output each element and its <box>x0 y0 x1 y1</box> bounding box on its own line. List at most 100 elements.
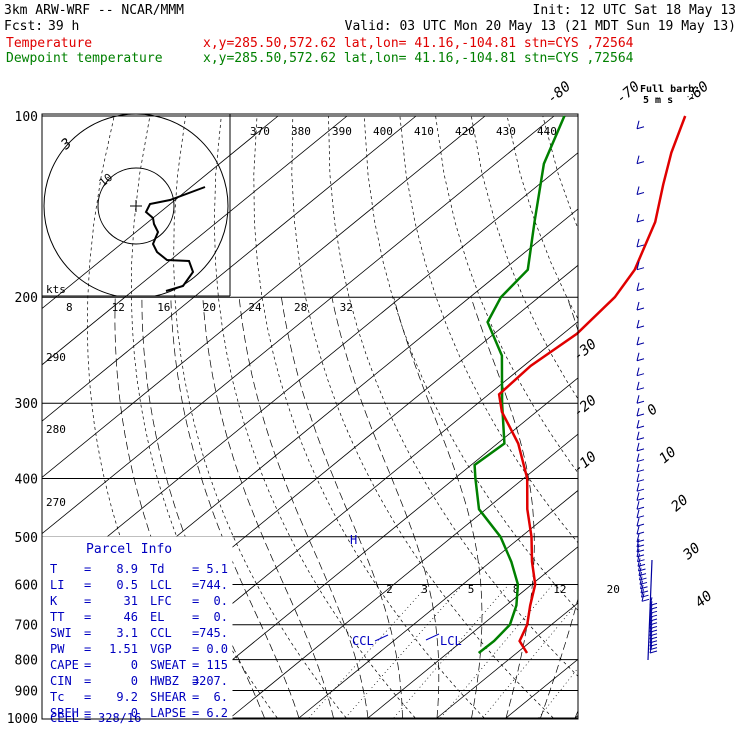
parcel-key-left: Tc <box>50 690 64 704</box>
parcel-equals-right: = <box>192 658 199 672</box>
parcel-key-left: CIN <box>50 674 72 688</box>
parcel-equals-left: = <box>84 610 91 624</box>
wind-barb-flag <box>636 395 640 404</box>
wind-barb-flag <box>636 367 640 376</box>
wind-barb-flag <box>637 558 641 567</box>
moist-adiabat-line <box>574 709 578 719</box>
parcel-equals-left: = <box>84 706 91 720</box>
wind-barb-flag <box>636 431 640 440</box>
theta-label-top: 390 <box>332 125 352 138</box>
wind-barb-staff <box>636 413 645 417</box>
theta-labels: 370 380 390 400 410 420 430 440 290 280 270 <box>46 125 557 509</box>
hodograph-speed-label: 20 <box>203 301 216 314</box>
parcel-key-right: LAPSE <box>150 706 186 720</box>
mixing-ratio-line <box>345 584 464 719</box>
wind-barb-staff <box>636 459 645 463</box>
parcel-value-left: 0 <box>131 658 138 672</box>
wind-barb-staff <box>636 469 645 473</box>
wind-barb-flag <box>636 483 640 492</box>
hodograph-unit: kts <box>46 283 66 296</box>
parcel-info-row: SWI = 3.1 CCL = 745. <box>50 626 228 640</box>
parcel-value-left: 9.2 <box>116 690 138 704</box>
dry-adiabat-line <box>173 115 347 719</box>
valid-time: Valid: 03 UTC Mon 20 May 13 (21 MDT Sun … <box>345 19 736 34</box>
wind-barb-staff <box>636 506 645 510</box>
wind-barb-staff <box>640 586 648 590</box>
plot-frame <box>41 113 579 720</box>
wind-barb-staff <box>636 488 645 492</box>
parcel-equals-left: = <box>84 642 91 656</box>
moist-adiabat-line <box>540 297 578 719</box>
isotherm-label-right: 10 <box>656 444 679 467</box>
wind-barb-staff <box>636 307 645 311</box>
dry-adiabat-line <box>291 115 554 719</box>
wind-barb-flag <box>636 336 640 346</box>
parcel-equals-left: = <box>84 562 91 576</box>
parcel-key-right: HWBZ <box>150 674 179 688</box>
wind-barb-flag <box>636 509 640 518</box>
isotherm-line <box>505 658 578 719</box>
parcel-info-title: Parcel Info <box>86 542 172 557</box>
wind-barb-flag <box>636 538 640 548</box>
wind-barb-staff <box>639 577 647 581</box>
wind-barbs <box>636 120 658 661</box>
wind-barb-flag <box>649 627 653 636</box>
wind-barb-flag <box>649 616 653 625</box>
pressure-label: 1000 <box>7 712 38 727</box>
wind-barb-staff <box>636 358 645 362</box>
parcel-value-right: 0. <box>214 610 228 624</box>
wind-barb-flag <box>640 584 644 594</box>
theta-label-top: 430 <box>496 125 516 138</box>
mixing-ratio-line <box>308 584 429 719</box>
parcel-value-left: 0 <box>131 674 138 688</box>
parcel-equals-left: = <box>84 578 91 592</box>
wind-barb-staff <box>636 479 645 483</box>
wind-barb-flag <box>649 641 653 650</box>
parcel-value-right: 745. <box>199 626 228 640</box>
isotherm-label-right: 20 <box>668 492 691 515</box>
parcel-key-right: SHEAR <box>150 690 187 704</box>
dry-adiabat-line <box>399 115 578 544</box>
parcel-equals-right: = <box>192 578 199 592</box>
parcel-value-left: 31 <box>124 594 138 608</box>
parcel-key-right: EL <box>150 610 164 624</box>
parcel-key-left: SWI <box>50 626 72 640</box>
wind-barb-staff <box>636 267 645 271</box>
wind-barb-staff <box>636 288 645 292</box>
parcel-key-right: Td <box>150 562 164 576</box>
parcel-key-left: PW <box>50 642 65 656</box>
pressure-label: 200 <box>15 291 38 306</box>
pressure-axis-labels: 100 200 300 400 500 600 700 800 900 1000 <box>7 110 38 727</box>
moist-adiabat-line <box>393 297 483 719</box>
wind-barb-flag <box>638 567 642 576</box>
pressure-label: 800 <box>15 654 38 669</box>
wind-barb-flag <box>649 612 653 622</box>
wind-barb-staff <box>636 342 645 346</box>
mixing-ratio-label: 12 <box>553 583 566 596</box>
pressure-label: 500 <box>15 531 38 546</box>
wind-barb-staff <box>636 387 645 391</box>
parcel-equals-left: = <box>84 594 91 608</box>
pressure-label: 600 <box>15 578 38 593</box>
dry-adiabat-line <box>470 115 578 400</box>
forecast-hour: 39 h <box>48 19 79 34</box>
isotherm-line <box>42 115 417 422</box>
pressure-label: 300 <box>15 397 38 412</box>
forecast-label: Fcst: <box>4 19 43 34</box>
dry-adiabat-line <box>213 115 416 719</box>
init-time: Init: 12 UTC Sat 18 May 13 <box>533 3 737 18</box>
wind-barb-staff <box>636 425 645 429</box>
isotherm-line <box>160 377 578 719</box>
dry-adiabat-line <box>686 116 740 718</box>
barb-key-line2: 5 m s <box>643 95 673 106</box>
parcel-info-row: PW = 1.51 VGP = 0.0 <box>50 642 228 656</box>
wind-barb-flag <box>636 517 640 527</box>
parcel-info-row: K = 31 LFC = 0. <box>50 594 228 608</box>
parcel-value-right: 744. <box>199 578 228 592</box>
wind-barb-flag <box>636 463 640 472</box>
isotherm-line <box>42 115 555 535</box>
wind-barb-flag <box>649 620 653 629</box>
isotherm-label-right: 30 <box>680 540 704 564</box>
theta-label-top: 370 <box>250 125 270 138</box>
temperature-legend: Temperature <box>6 36 92 51</box>
